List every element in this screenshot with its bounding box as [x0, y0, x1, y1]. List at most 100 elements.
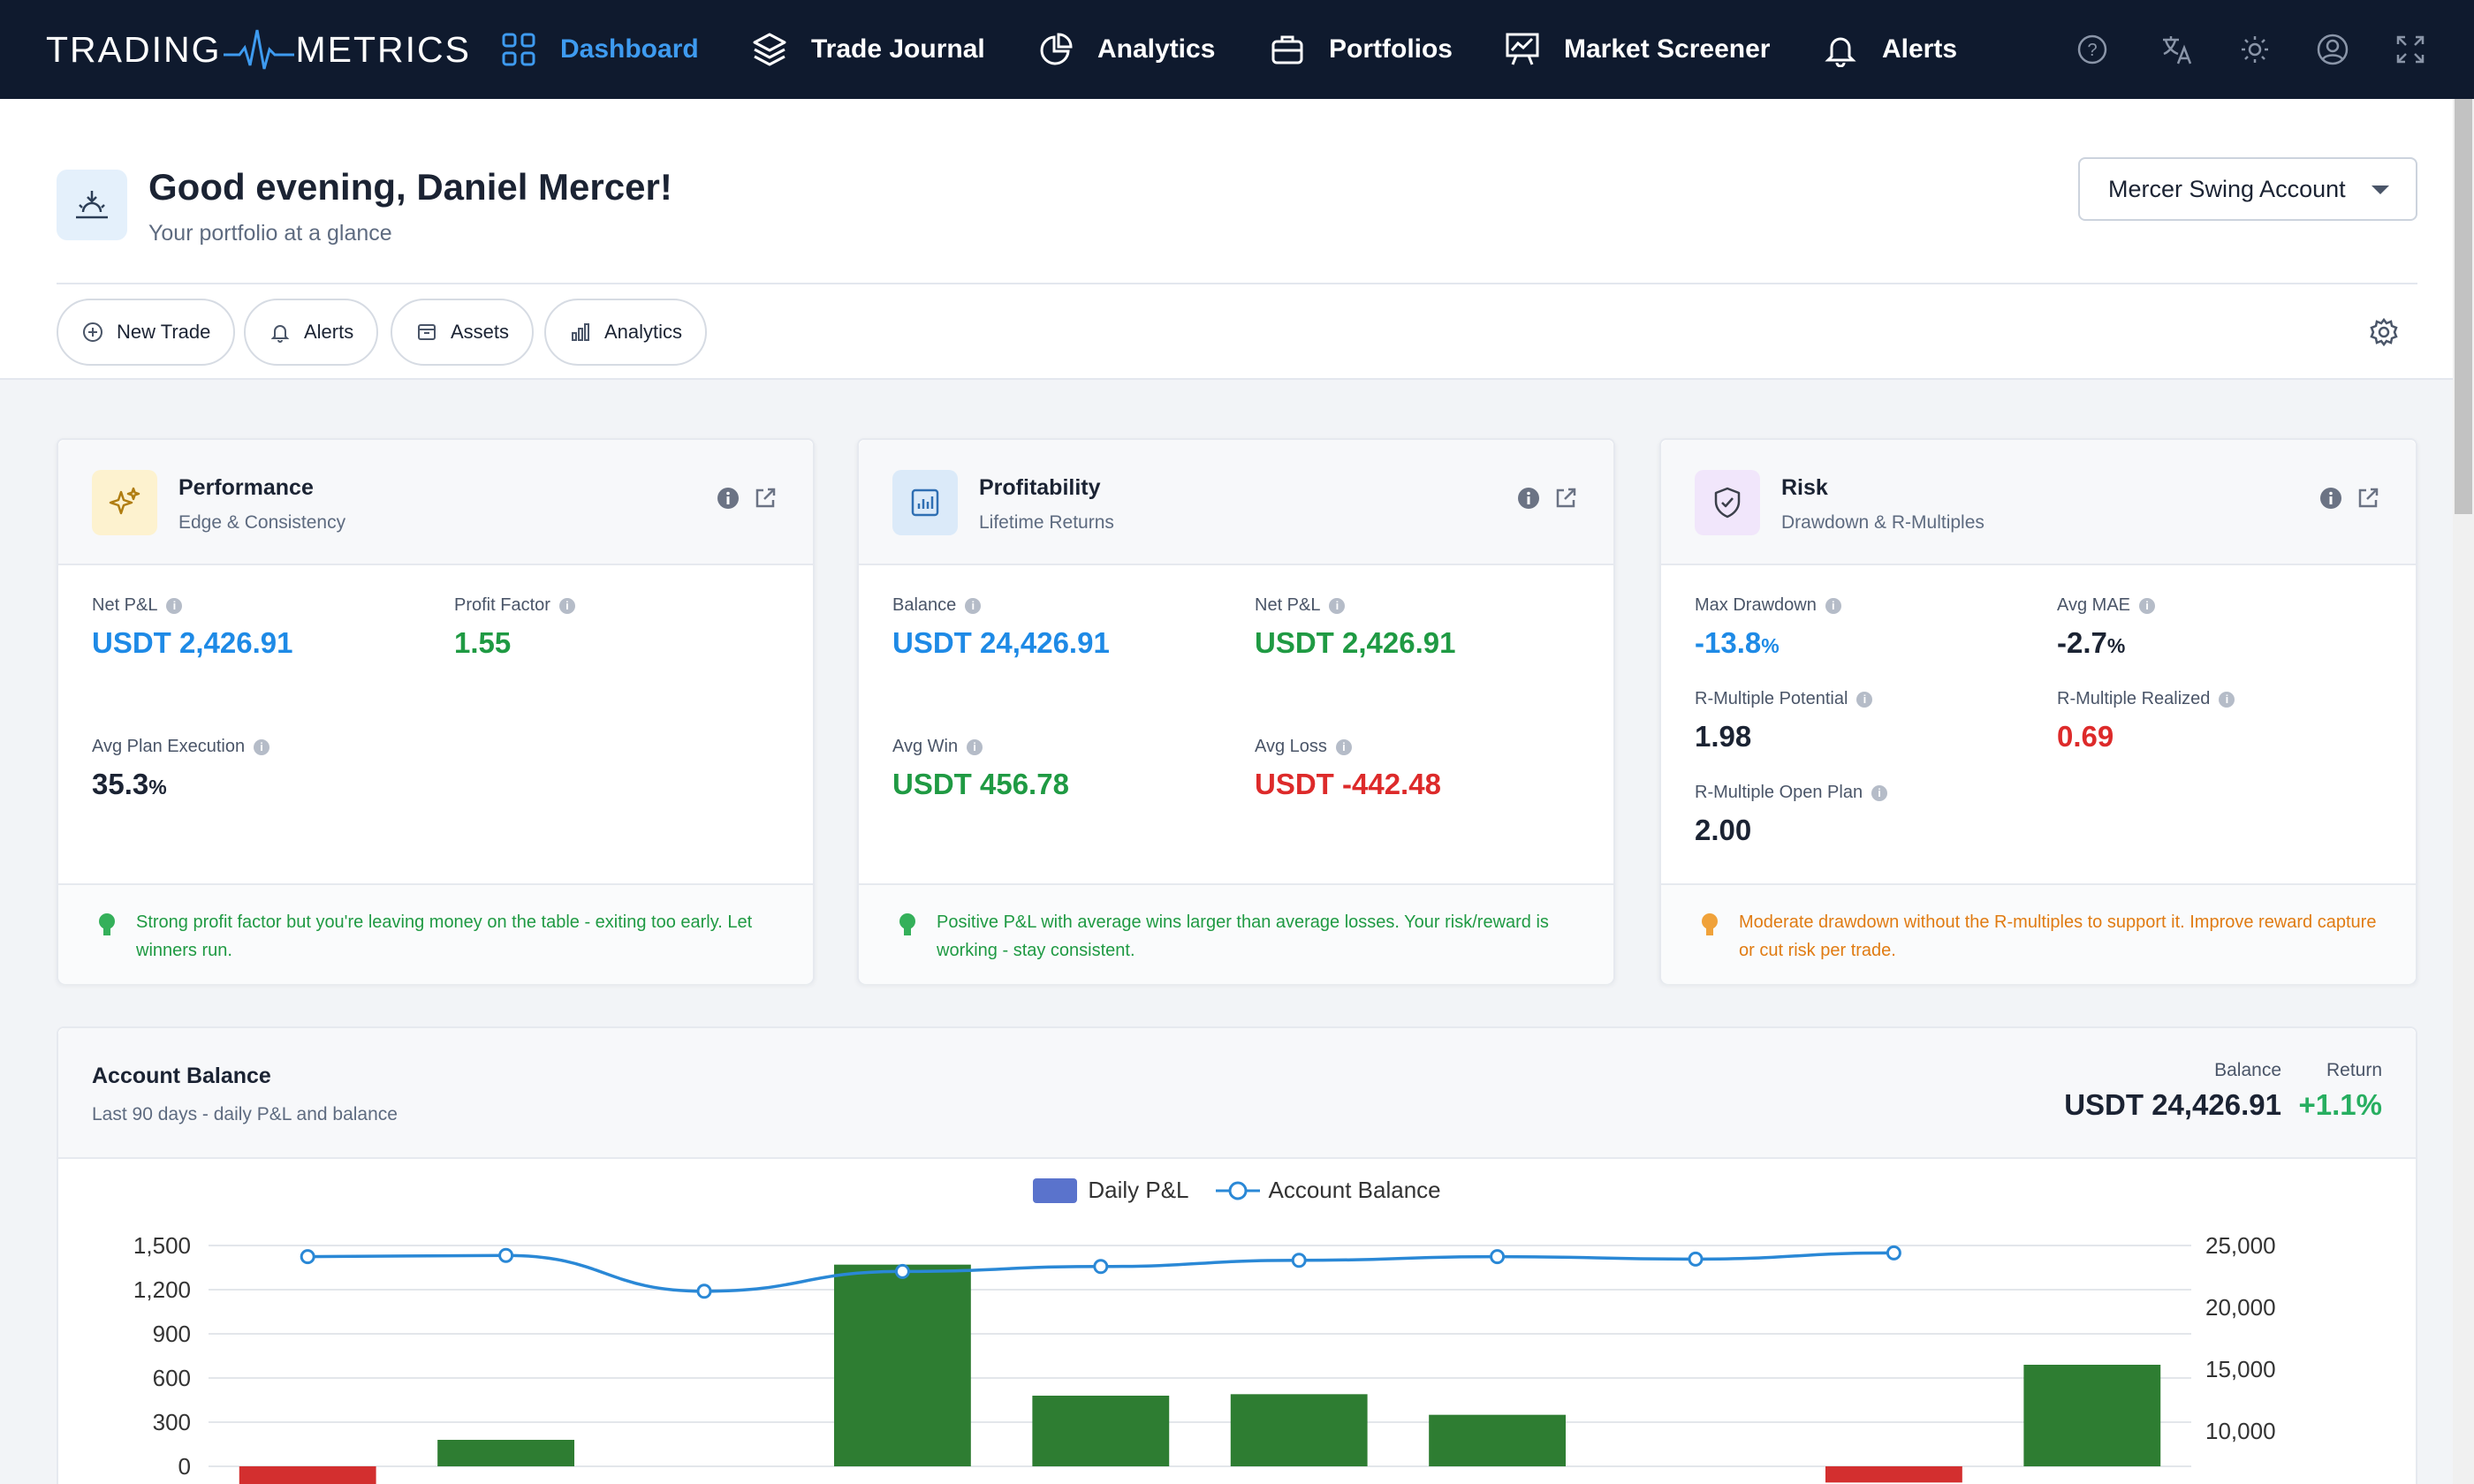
info-icon[interactable]: i: [965, 597, 982, 614]
plus-circle-icon: [81, 321, 104, 344]
metric-r-multiple-realized: R-Multiple Realized i 0.69: [2057, 689, 2235, 753]
legend-daily-pnl[interactable]: Daily P&L: [1033, 1177, 1189, 1204]
tip-text: Strong profit factor but you're leaving …: [136, 912, 753, 960]
legend-account-balance[interactable]: Account Balance: [1214, 1177, 1441, 1204]
info-icon[interactable]: [716, 486, 740, 515]
sun-icon[interactable]: [2235, 30, 2274, 69]
info-icon[interactable]: i: [1856, 691, 1873, 708]
bar-chart-icon: [569, 321, 592, 344]
nav-dashboard[interactable]: Dashboard: [498, 23, 699, 76]
info-icon[interactable]: i: [254, 738, 270, 755]
card-title: Profitability: [979, 475, 1101, 500]
pnl-bar-negative: [239, 1466, 376, 1484]
metric-balance: Balance i USDT 24,426.91: [892, 595, 1110, 660]
info-icon[interactable]: i: [166, 597, 183, 614]
user-circle-icon[interactable]: [2313, 30, 2352, 69]
info-icon[interactable]: i: [967, 738, 983, 755]
card-header: Profitability Lifetime Returns: [859, 440, 1613, 565]
metric-value: -2.7: [2057, 626, 2107, 659]
legend-daily-pnl-label: Daily P&L: [1088, 1177, 1189, 1203]
metric-label: Net P&L: [1255, 595, 1321, 615]
metric-value: 0.69: [2057, 720, 2114, 753]
nav-alerts-label: Alerts: [1882, 34, 1958, 64]
analytics-button[interactable]: Analytics: [544, 299, 708, 366]
greeting-title: Good evening, Daniel Mercer!: [148, 166, 672, 208]
info-icon[interactable]: i: [1825, 597, 1841, 614]
y-right-tick-label: 20,000: [2205, 1294, 2276, 1321]
translate-icon[interactable]: [2158, 30, 2197, 69]
info-icon[interactable]: i: [1335, 738, 1352, 755]
gear-icon[interactable]: [2366, 314, 2402, 350]
nav-market-screener[interactable]: Market Screener: [1502, 23, 1770, 76]
scrollbar-thumb[interactable]: [2455, 99, 2472, 514]
info-icon[interactable]: i: [558, 597, 575, 614]
bell-icon: [1820, 29, 1861, 70]
external-link-icon[interactable]: [2356, 486, 2380, 515]
external-link-icon[interactable]: [753, 486, 778, 515]
metric-label: Balance: [892, 595, 957, 615]
chart-title: Account Balance: [92, 1064, 271, 1088]
fullscreen-icon[interactable]: [2391, 30, 2430, 69]
nav-trade-journal[interactable]: Trade Journal: [749, 23, 985, 76]
nav-portfolios[interactable]: Portfolios: [1267, 23, 1453, 76]
header-divider: [57, 283, 2417, 284]
nav-dashboard-label: Dashboard: [560, 34, 699, 64]
metric-label: Max Drawdown: [1695, 595, 1817, 615]
y-right-tick-label: 15,000: [2205, 1356, 2276, 1382]
metric-avg-loss: Avg Loss i USDT -442.48: [1255, 737, 1441, 801]
info-icon[interactable]: i: [1871, 784, 1888, 801]
nav-market-screener-label: Market Screener: [1564, 34, 1771, 64]
metric-value: USDT 24,426.91: [892, 626, 1110, 659]
external-link-icon[interactable]: [1553, 486, 1578, 515]
metric-net-pnl: Net P&L i USDT 2,426.91: [92, 595, 292, 660]
metric-r-multiple-potential: R-Multiple Potential i 1.98: [1695, 689, 1873, 753]
brand-logo[interactable]: TRADING METRICS: [46, 25, 471, 74]
account-select[interactable]: Mercer Swing Account: [2078, 157, 2417, 221]
briefcase-icon: [1267, 29, 1308, 70]
card-tip: Moderate drawdown without the R-multiple…: [1661, 883, 2416, 984]
metric-max-drawdown: Max Drawdown i -13.8%: [1695, 595, 1841, 660]
lightbulb-icon: [99, 913, 115, 935]
nav-portfolios-label: Portfolios: [1329, 34, 1453, 64]
y-left-tick-label: 1,200: [133, 1276, 191, 1303]
assets-label: Assets: [451, 321, 510, 343]
archive-icon: [415, 321, 438, 344]
presentation-chart-icon: [1502, 29, 1543, 70]
metric-label: R-Multiple Realized: [2057, 689, 2211, 708]
assets-button[interactable]: Assets: [391, 299, 535, 366]
y-right-tick-label: 25,000: [2205, 1232, 2276, 1259]
y-left-tick-label: 300: [153, 1409, 191, 1435]
help-icon[interactable]: ?: [2073, 30, 2112, 69]
metric-value: USDT 2,426.91: [92, 626, 293, 659]
new-trade-button[interactable]: New Trade: [57, 299, 236, 366]
alerts-button[interactable]: Alerts: [244, 299, 379, 366]
y-left-tick-label: 0: [178, 1453, 191, 1480]
card-title: Performance: [178, 475, 314, 500]
greeting-subtitle: Your portfolio at a glance: [148, 221, 392, 246]
info-icon[interactable]: i: [2219, 691, 2235, 708]
grid-icon: [498, 29, 539, 70]
legend-account-balance-label: Account Balance: [1268, 1177, 1441, 1203]
sparkles-icon: [92, 470, 157, 535]
info-icon[interactable]: [2318, 486, 2343, 515]
pie-chart-icon: [1036, 29, 1076, 70]
chart-legend: Daily P&L Account Balance: [58, 1177, 2416, 1204]
metric-value: 2.00: [1695, 814, 1752, 846]
caret-down-icon: [2372, 186, 2389, 194]
nav-trade-journal-label: Trade Journal: [811, 34, 985, 64]
chart-subtitle: Last 90 days - daily P&L and balance: [92, 1104, 398, 1124]
nav-alerts[interactable]: Alerts: [1820, 23, 1957, 76]
pnl-bar-positive: [2023, 1365, 2161, 1466]
metric-label: Net P&L: [92, 595, 158, 615]
balance-chart-plot: 1,500 1,200 900 600 300 0 25,000 20,000 15,000 10…: [133, 1232, 2276, 1484]
metric-unit: %: [1761, 634, 1780, 657]
info-icon[interactable]: i: [2139, 597, 2155, 614]
metric-value: USDT 456.78: [892, 768, 1069, 800]
info-icon[interactable]: [1516, 486, 1541, 515]
info-icon[interactable]: i: [1329, 597, 1346, 614]
legend-line-swatch: [1215, 1181, 1260, 1200]
nav-analytics[interactable]: Analytics: [1036, 23, 1215, 76]
card-header: Performance Edge & Consistency: [58, 440, 813, 565]
metric-label: Avg MAE: [2057, 595, 2130, 615]
pnl-bar-positive: [1429, 1414, 1567, 1466]
